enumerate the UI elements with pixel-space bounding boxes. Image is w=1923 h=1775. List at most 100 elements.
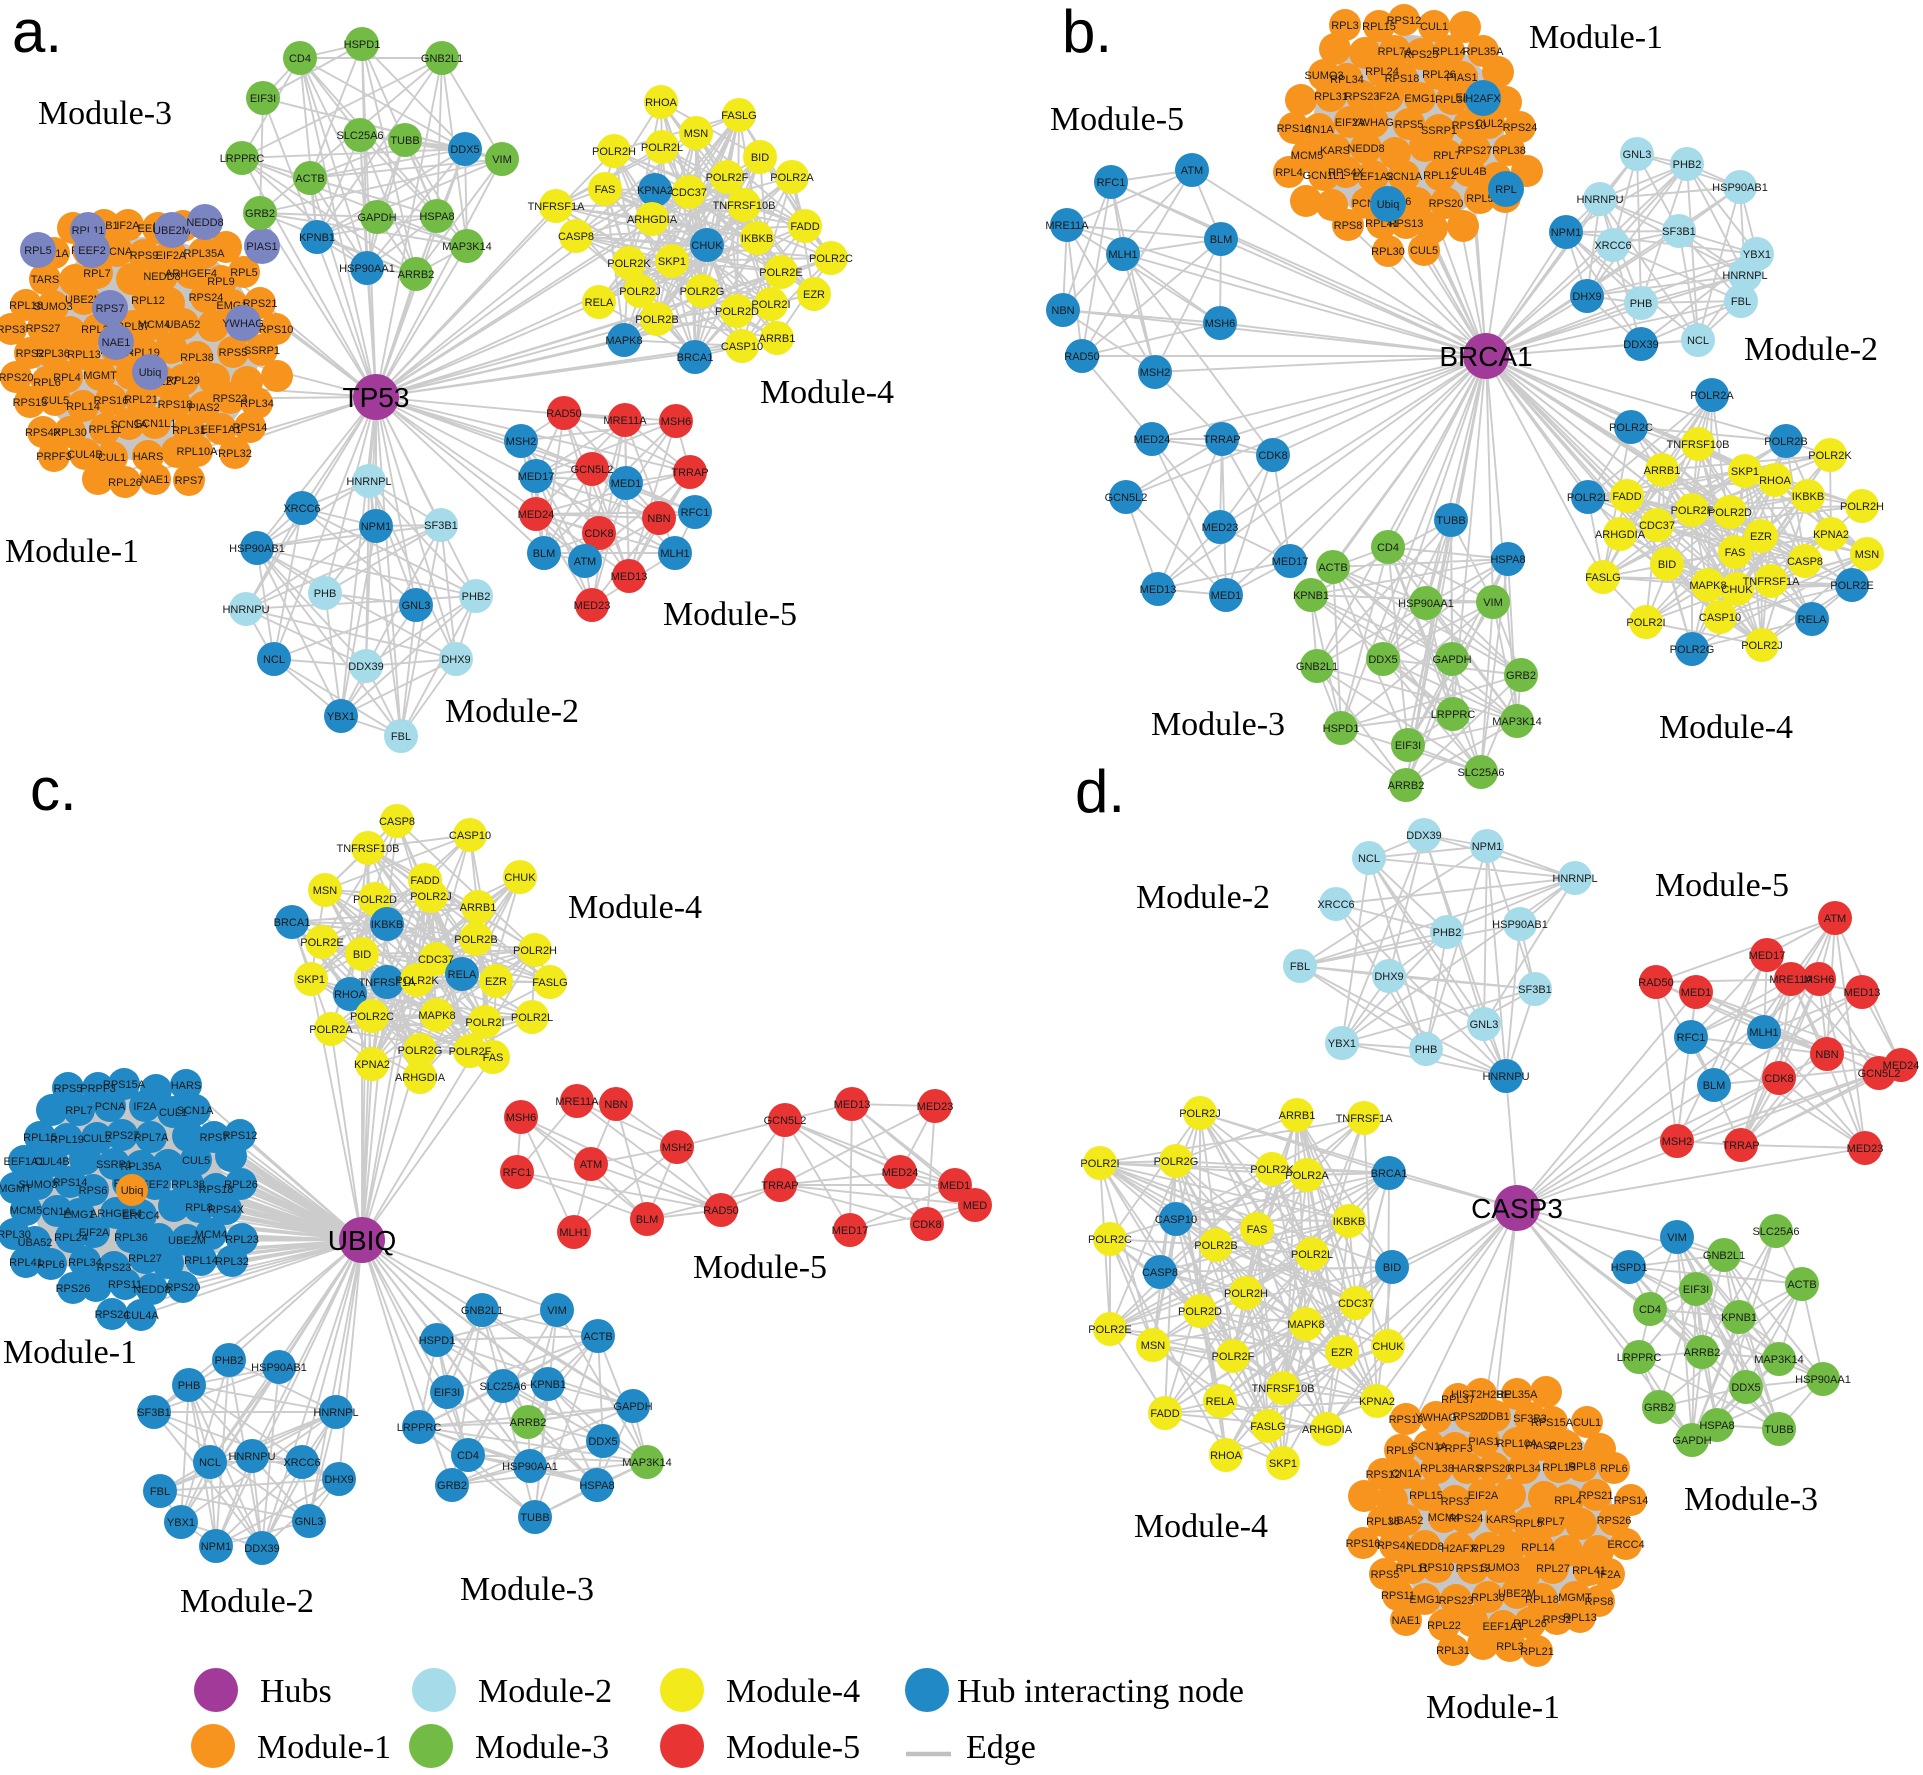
svg-text:RPL15: RPL15 bbox=[23, 1132, 57, 1144]
svg-text:RPS7: RPS7 bbox=[96, 303, 125, 315]
svg-text:CHUK: CHUK bbox=[691, 240, 723, 252]
svg-text:RPS23: RPS23 bbox=[1439, 1595, 1474, 1607]
svg-text:FAS: FAS bbox=[1247, 1224, 1268, 1236]
svg-text:RAD50: RAD50 bbox=[703, 1205, 738, 1217]
svg-text:RPL36: RPL36 bbox=[114, 1232, 148, 1244]
svg-text:ERCC4: ERCC4 bbox=[122, 1210, 159, 1222]
svg-text:CASP10: CASP10 bbox=[449, 830, 491, 842]
svg-text:GNL3: GNL3 bbox=[295, 1516, 324, 1528]
svg-text:NEDD8: NEDD8 bbox=[143, 271, 180, 283]
svg-text:GCN5L2: GCN5L2 bbox=[571, 464, 614, 476]
svg-text:RPL3: RPL3 bbox=[1331, 20, 1359, 32]
svg-text:MAP3K14: MAP3K14 bbox=[1492, 716, 1542, 728]
svg-text:HSPA8: HSPA8 bbox=[1699, 1420, 1734, 1432]
svg-text:RPL38: RPL38 bbox=[180, 352, 214, 364]
svg-text:GNB2L1: GNB2L1 bbox=[1296, 661, 1338, 673]
svg-text:CUL2: CUL2 bbox=[1475, 118, 1503, 130]
svg-text:Module-1: Module-1 bbox=[3, 1334, 137, 1371]
svg-text:RHOA: RHOA bbox=[334, 989, 366, 1001]
svg-text:EZR: EZR bbox=[1750, 531, 1772, 543]
svg-text:RPS23: RPS23 bbox=[213, 393, 248, 405]
svg-text:RPS20: RPS20 bbox=[0, 372, 33, 384]
svg-text:RPL23: RPL23 bbox=[225, 1234, 259, 1246]
svg-text:RPL21: RPL21 bbox=[1520, 1646, 1554, 1658]
svg-text:POLR2I: POLR2I bbox=[1080, 1158, 1119, 1170]
svg-text:CASP8: CASP8 bbox=[1787, 556, 1823, 568]
svg-text:ARRB2: ARRB2 bbox=[1388, 780, 1425, 792]
svg-text:RPL26: RPL26 bbox=[108, 477, 142, 489]
svg-text:CUL1: CUL1 bbox=[98, 452, 126, 464]
svg-text:LRPPRC: LRPPRC bbox=[220, 153, 265, 165]
svg-text:GAPDH: GAPDH bbox=[1432, 654, 1471, 666]
svg-text:KPNB1: KPNB1 bbox=[1293, 590, 1329, 602]
svg-text:RPS14: RPS14 bbox=[1614, 1495, 1649, 1507]
svg-text:MSH2: MSH2 bbox=[662, 1142, 693, 1154]
svg-text:MED17: MED17 bbox=[1272, 556, 1309, 568]
svg-text:Hub interacting node: Hub interacting node bbox=[957, 1673, 1244, 1710]
svg-text:MLH1: MLH1 bbox=[660, 548, 689, 560]
svg-text:IKBKB: IKBKB bbox=[1333, 1216, 1365, 1228]
svg-text:TP53: TP53 bbox=[343, 382, 410, 413]
svg-text:TRRAP: TRRAP bbox=[1722, 1140, 1759, 1152]
svg-text:POLR2H: POLR2H bbox=[592, 146, 636, 158]
svg-text:RPL6: RPL6 bbox=[1600, 1463, 1628, 1475]
svg-text:RPL19: RPL19 bbox=[50, 1134, 84, 1146]
svg-text:EEF1A1: EEF1A1 bbox=[1483, 1621, 1524, 1633]
svg-text:RHOA: RHOA bbox=[645, 97, 677, 109]
svg-text:TNFRSF10B: TNFRSF10B bbox=[1667, 439, 1730, 451]
svg-text:GAPDH: GAPDH bbox=[613, 1401, 652, 1413]
svg-text:GCN5L2: GCN5L2 bbox=[1105, 492, 1148, 504]
svg-text:NPM1: NPM1 bbox=[201, 1541, 232, 1553]
svg-text:Module-2: Module-2 bbox=[445, 693, 579, 730]
svg-text:POLR2E: POLR2E bbox=[1088, 1324, 1131, 1336]
svg-text:RPL27: RPL27 bbox=[128, 1253, 162, 1265]
svg-text:LRPPRC: LRPPRC bbox=[397, 1422, 442, 1434]
svg-text:SLC25A6: SLC25A6 bbox=[479, 1381, 526, 1393]
svg-text:RPL7: RPL7 bbox=[1433, 150, 1461, 162]
svg-text:TNFRSF1A: TNFRSF1A bbox=[1336, 1113, 1394, 1125]
svg-text:POLR2I: POLR2I bbox=[465, 1017, 504, 1029]
svg-text:RPL24: RPL24 bbox=[54, 1232, 88, 1244]
svg-text:MSN: MSN bbox=[313, 885, 338, 897]
svg-text:RPS15A: RPS15A bbox=[1531, 1417, 1574, 1429]
svg-text:CHUK: CHUK bbox=[1372, 1341, 1404, 1353]
svg-text:POLR2D: POLR2D bbox=[715, 306, 759, 318]
svg-text:BID: BID bbox=[353, 949, 371, 961]
svg-text:Ubiq: Ubiq bbox=[139, 367, 162, 379]
svg-text:RPL12: RPL12 bbox=[131, 295, 165, 307]
svg-text:POLR2E: POLR2E bbox=[759, 267, 802, 279]
svg-text:ACTB: ACTB bbox=[583, 1331, 612, 1343]
svg-text:SUMO3: SUMO3 bbox=[1304, 70, 1343, 82]
svg-text:RPL4: RPL4 bbox=[53, 372, 81, 384]
svg-text:NBN: NBN bbox=[1051, 305, 1074, 317]
svg-text:SKP1: SKP1 bbox=[658, 256, 686, 268]
svg-text:CDK8: CDK8 bbox=[584, 528, 613, 540]
svg-text:YBX1: YBX1 bbox=[1328, 1038, 1356, 1050]
svg-text:HNRNPU: HNRNPU bbox=[1576, 194, 1623, 206]
svg-text:RPL: RPL bbox=[1495, 184, 1516, 196]
svg-text:TNFRSF10B: TNFRSF10B bbox=[1252, 1383, 1315, 1395]
svg-text:EMG1: EMG1 bbox=[63, 1209, 94, 1221]
svg-text:BRCA1: BRCA1 bbox=[274, 917, 311, 929]
svg-text:RPS12: RPS12 bbox=[1387, 15, 1422, 27]
svg-text:MGMT: MGMT bbox=[0, 1183, 32, 1195]
svg-text:ARRB1: ARRB1 bbox=[759, 333, 796, 345]
svg-text:Module-1: Module-1 bbox=[1529, 19, 1663, 56]
svg-text:RPL19: RPL19 bbox=[1542, 1462, 1576, 1474]
svg-text:RPS21: RPS21 bbox=[1579, 1490, 1614, 1502]
svg-text:TARS: TARS bbox=[31, 274, 60, 286]
svg-text:TUBB: TUBB bbox=[520, 1512, 549, 1524]
svg-text:NEDD8: NEDD8 bbox=[133, 1284, 170, 1296]
svg-text:Ubiq: Ubiq bbox=[121, 1185, 144, 1197]
svg-text:IF2A: IF2A bbox=[133, 1101, 157, 1113]
svg-text:IKBKB: IKBKB bbox=[1792, 491, 1824, 503]
svg-text:RPS24: RPS24 bbox=[1503, 122, 1538, 134]
svg-text:RPL30: RPL30 bbox=[1371, 246, 1405, 258]
svg-text:MED1: MED1 bbox=[1681, 987, 1712, 999]
svg-text:CASP3: CASP3 bbox=[1471, 1193, 1563, 1224]
svg-text:LRPPRC: LRPPRC bbox=[1617, 1352, 1662, 1364]
svg-text:MGMT: MGMT bbox=[83, 370, 117, 382]
svg-text:MED24: MED24 bbox=[1883, 1060, 1920, 1072]
svg-text:HNRNPL: HNRNPL bbox=[1552, 873, 1597, 885]
svg-text:RPS26: RPS26 bbox=[56, 1283, 91, 1295]
